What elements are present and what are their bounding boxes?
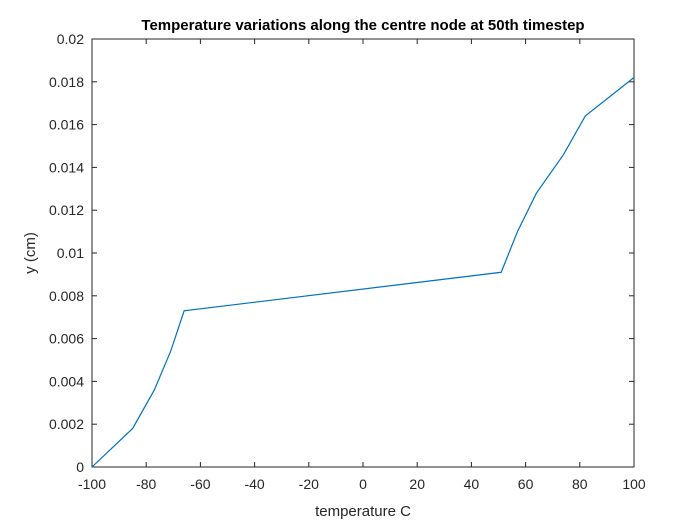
x-tick-label: 40 [464,476,480,492]
y-tick-label: 0.01 [57,245,84,261]
y-tick-label: 0.004 [49,373,84,389]
x-tick-label: 80 [572,476,588,492]
x-tick-label: -40 [244,476,264,492]
x-tick-label: -60 [190,476,210,492]
x-tick-label: -80 [136,476,156,492]
x-tick-label: 60 [518,476,534,492]
x-tick-label: 20 [409,476,425,492]
x-tick-label: 0 [359,476,367,492]
y-tick-label: 0.016 [49,117,84,133]
y-tick-label: 0.014 [49,159,84,175]
y-tick-label: 0.012 [49,202,84,218]
plot-area: -100 -80 -60 -40 -20 0 20 40 60 80 100 0 0.002 0.004 0… [49,31,646,492]
x-tick-label: -20 [299,476,319,492]
temperature-series-line [91,77,635,468]
y-tick-label: 0.018 [49,74,84,90]
y-tick-label: 0 [76,459,84,475]
x-tick-label: 100 [622,476,646,492]
chart-title: Temperature variations along the centre … [141,17,584,34]
y-tick-label: 0.002 [49,416,84,432]
y-axis-label: y (cm) [22,232,39,274]
y-tick-label: 0.02 [57,31,84,47]
y-tick-label: 0.006 [49,331,84,347]
x-tick-label: -100 [78,476,106,492]
x-axis-label: temperature C [315,503,411,520]
y-tick-label: 0.008 [49,288,84,304]
